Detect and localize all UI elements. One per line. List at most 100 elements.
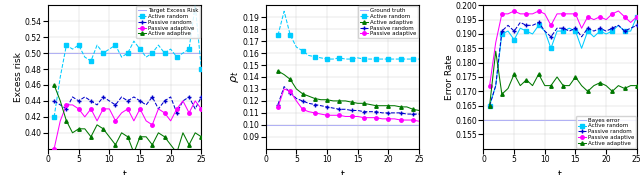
Active random bbox=[93, 44, 101, 46]
Passive random bbox=[148, 96, 156, 98]
Passive random bbox=[287, 92, 294, 94]
Passive random bbox=[99, 96, 107, 98]
Passive random bbox=[578, 36, 586, 38]
Active adaptive bbox=[584, 90, 591, 92]
Passive adaptive bbox=[280, 88, 288, 90]
Line: Passive adaptive: Passive adaptive bbox=[276, 87, 421, 123]
Active random bbox=[56, 76, 64, 78]
Passive adaptive bbox=[547, 24, 555, 26]
Active random bbox=[403, 58, 411, 60]
Passive random bbox=[81, 96, 88, 98]
Passive random bbox=[609, 27, 616, 29]
Active adaptive bbox=[68, 132, 76, 134]
Active adaptive bbox=[274, 70, 282, 72]
Active random bbox=[348, 58, 355, 60]
Passive random bbox=[292, 97, 300, 100]
Passive random bbox=[167, 96, 175, 98]
Active adaptive bbox=[397, 106, 404, 108]
Ground truth bbox=[268, 124, 276, 126]
Passive adaptive bbox=[553, 13, 561, 15]
Active random bbox=[292, 46, 300, 48]
Active adaptive bbox=[390, 105, 398, 107]
Legend: Ground truth, Active random, Active adaptive, Passive random, Passive adaptive: Ground truth, Active random, Active adap… bbox=[358, 6, 418, 38]
Passive adaptive bbox=[330, 114, 337, 116]
Active random bbox=[614, 24, 622, 26]
Active random bbox=[148, 52, 156, 54]
Active adaptive bbox=[609, 90, 616, 92]
Passive adaptive bbox=[198, 108, 205, 110]
Active random bbox=[354, 57, 362, 59]
Active adaptive bbox=[311, 97, 319, 100]
Passive adaptive bbox=[335, 114, 343, 116]
Passive adaptive bbox=[154, 108, 162, 110]
Active random bbox=[106, 48, 113, 50]
Active random bbox=[510, 39, 518, 41]
Passive random bbox=[516, 21, 524, 23]
Passive random bbox=[510, 30, 518, 32]
Legend: Bayes error, Active random, Passive random, Passive adaptive, Active adaptive: Bayes error, Active random, Passive rand… bbox=[576, 116, 636, 148]
Active random bbox=[590, 36, 598, 38]
Passive adaptive bbox=[372, 117, 380, 119]
Active random bbox=[173, 56, 180, 58]
Active random bbox=[385, 58, 392, 60]
Passive random bbox=[299, 100, 307, 102]
Active random bbox=[535, 24, 543, 26]
Passive adaptive bbox=[378, 118, 386, 120]
Active random bbox=[541, 30, 548, 32]
Active random bbox=[124, 52, 132, 54]
Passive adaptive bbox=[541, 13, 548, 15]
Active adaptive bbox=[492, 50, 500, 52]
Active random bbox=[342, 58, 349, 60]
Active adaptive bbox=[111, 144, 119, 146]
Active adaptive bbox=[504, 88, 512, 90]
Passive random bbox=[409, 113, 417, 115]
Active adaptive bbox=[305, 95, 312, 97]
Active adaptive bbox=[330, 100, 337, 102]
Passive random bbox=[390, 112, 398, 114]
Passive adaptive bbox=[348, 116, 355, 118]
Passive random bbox=[56, 104, 64, 106]
Active adaptive bbox=[342, 100, 349, 102]
Passive adaptive bbox=[366, 117, 374, 119]
Passive random bbox=[354, 109, 362, 111]
Passive random bbox=[627, 27, 634, 29]
X-axis label: t: t bbox=[558, 170, 562, 175]
Active adaptive bbox=[198, 136, 205, 138]
Passive adaptive bbox=[124, 108, 132, 110]
Passive adaptive bbox=[173, 108, 180, 110]
Target Excess Risk bbox=[51, 52, 58, 54]
Ground truth bbox=[262, 124, 269, 126]
Active random bbox=[516, 27, 524, 29]
Passive adaptive bbox=[397, 119, 404, 121]
Passive adaptive bbox=[609, 13, 616, 15]
Passive random bbox=[87, 100, 95, 102]
Passive adaptive bbox=[148, 124, 156, 126]
Active adaptive bbox=[578, 85, 586, 87]
Active random bbox=[323, 58, 331, 60]
Passive random bbox=[572, 27, 579, 29]
Passive adaptive bbox=[75, 108, 83, 110]
Active adaptive bbox=[56, 100, 64, 102]
Passive adaptive bbox=[504, 13, 512, 15]
Passive adaptive bbox=[590, 19, 598, 21]
Passive adaptive bbox=[572, 13, 579, 15]
Active adaptive bbox=[529, 85, 536, 87]
Active random bbox=[553, 30, 561, 32]
Active adaptive bbox=[516, 85, 524, 87]
Active adaptive bbox=[348, 101, 355, 103]
Active random bbox=[559, 30, 567, 32]
Active adaptive bbox=[553, 76, 561, 78]
Active adaptive bbox=[596, 82, 604, 84]
Active adaptive bbox=[559, 85, 567, 87]
Passive random bbox=[403, 113, 411, 115]
Active random bbox=[584, 30, 591, 32]
Passive adaptive bbox=[167, 120, 175, 122]
Line: Active adaptive: Active adaptive bbox=[488, 49, 639, 107]
Passive random bbox=[330, 107, 337, 109]
Passive adaptive bbox=[415, 120, 423, 122]
Passive adaptive bbox=[578, 27, 586, 29]
Passive random bbox=[63, 108, 70, 110]
Active adaptive bbox=[590, 85, 598, 87]
Passive adaptive bbox=[51, 148, 58, 150]
Active random bbox=[572, 30, 579, 32]
